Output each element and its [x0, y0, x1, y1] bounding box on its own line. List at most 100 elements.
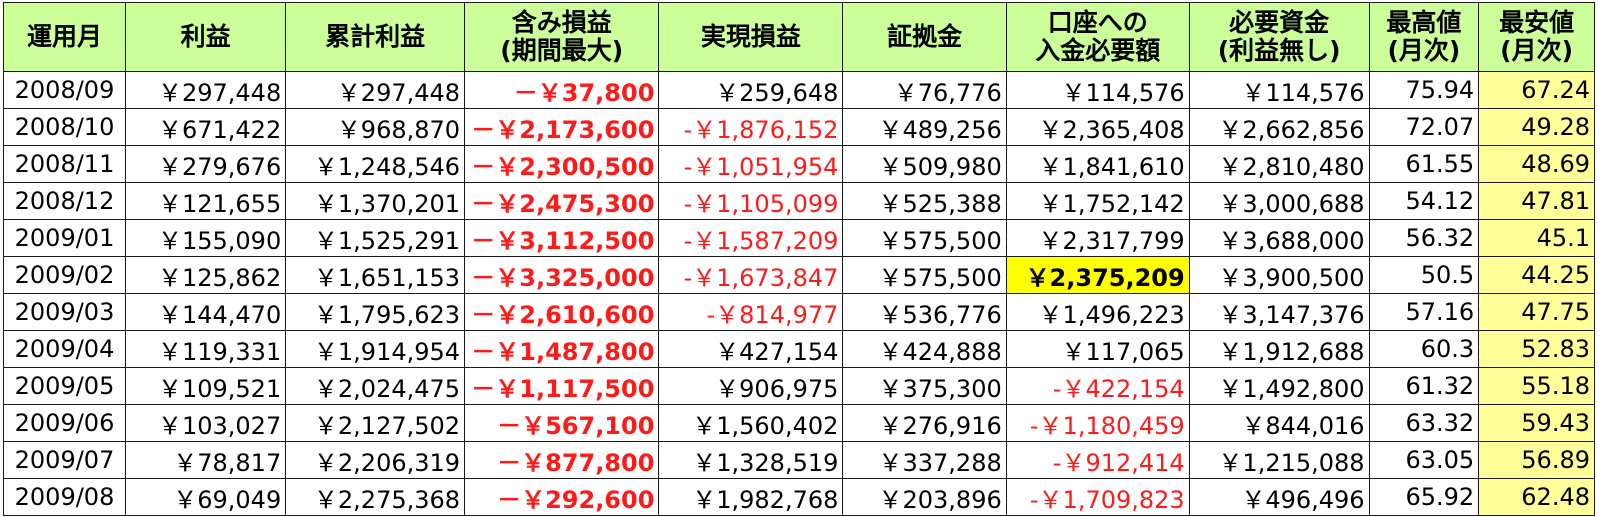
cell-required-deposit: ￥114,576 [1005, 71, 1190, 109]
cell-monthly-high: 50.5 [1368, 256, 1480, 294]
cell-profit: ￥671,422 [124, 108, 287, 146]
cell-unrealized-pl: －￥1,487,800 [464, 330, 660, 368]
cell-margin: ￥424,888 [842, 330, 1007, 368]
cell-profit: ￥125,862 [124, 256, 287, 294]
header-realized-pl: 実現損益 [658, 2, 844, 72]
table-row: 2009/05 ￥109,521 ￥2,024,475 －￥1,117,500 ￥906… [3, 367, 1595, 405]
cell-margin: ￥575,500 [842, 219, 1007, 257]
table-row: 2009/01 ￥155,090 ￥1,525,291 －￥3,112,500 -￥1,… [3, 219, 1595, 257]
cell-monthly-high: 56.32 [1368, 219, 1480, 257]
cell-profit: ￥103,027 [124, 404, 287, 442]
cell-required-funds: ￥1,492,800 [1188, 367, 1370, 405]
cell-month: 2008/11 [3, 145, 126, 183]
cell-cumulative-profit: ￥1,914,954 [285, 330, 466, 368]
cell-unrealized-pl: －￥877,800 [464, 441, 660, 479]
cell-required-funds: ￥1,215,088 [1188, 441, 1370, 479]
table-row: 2009/03 ￥144,470 ￥1,795,623 －￥2,610,600 -￥81… [3, 293, 1595, 331]
cell-required-deposit: ￥117,065 [1005, 330, 1190, 368]
cell-profit: ￥78,817 [124, 441, 287, 479]
cell-required-deposit: ￥2,375,209 [1005, 256, 1190, 294]
cell-monthly-high: 60.3 [1368, 330, 1480, 368]
cell-monthly-low: 56.89 [1478, 441, 1595, 479]
cell-unrealized-pl: －￥567,100 [464, 404, 660, 442]
cell-month: 2009/08 [3, 478, 126, 516]
table-row: 2008/10 ￥671,422 ￥968,870 －￥2,173,600 -￥1,87… [3, 108, 1595, 146]
cell-required-funds: ￥3,900,500 [1188, 256, 1370, 294]
cell-cumulative-profit: ￥1,525,291 [285, 219, 466, 257]
header-margin: 証拠金 [842, 2, 1007, 72]
cell-monthly-high: 63.32 [1368, 404, 1480, 442]
cell-unrealized-pl: －￥3,325,000 [464, 256, 660, 294]
cell-month: 2009/03 [3, 293, 126, 331]
cell-profit: ￥121,655 [124, 182, 287, 220]
cell-profit: ￥119,331 [124, 330, 287, 368]
header-required-funds: 必要資金 (利益無し) [1188, 2, 1370, 72]
cell-unrealized-pl: －￥3,112,500 [464, 219, 660, 257]
cell-margin: ￥509,980 [842, 145, 1007, 183]
cell-monthly-low: 48.69 [1478, 145, 1595, 183]
cell-required-funds: ￥2,810,480 [1188, 145, 1370, 183]
cell-required-deposit: ￥1,841,610 [1005, 145, 1190, 183]
cell-cumulative-profit: ￥2,206,319 [285, 441, 466, 479]
cell-required-funds: ￥844,016 [1188, 404, 1370, 442]
table-row: 2008/12 ￥121,655 ￥1,370,201 －￥2,475,300 -￥1,… [3, 182, 1595, 220]
cell-month: 2008/12 [3, 182, 126, 220]
cell-monthly-high: 75.94 [1368, 71, 1480, 109]
cell-unrealized-pl: －￥292,600 [464, 478, 660, 516]
cell-cumulative-profit: ￥2,127,502 [285, 404, 466, 442]
cell-cumulative-profit: ￥2,275,368 [285, 478, 466, 516]
cell-realized-pl: ￥1,560,402 [658, 404, 844, 442]
cell-unrealized-pl: －￥37,800 [464, 71, 660, 109]
header-month: 運用月 [3, 2, 126, 72]
header-monthly-high: 最高値 (月次) [1368, 2, 1480, 72]
table-row: 2009/06 ￥103,027 ￥2,127,502 －￥567,100 ￥1,560… [3, 404, 1595, 442]
header-required-deposit: 口座への 入金必要額 [1005, 2, 1190, 72]
header-row: 運用月 利益 累計利益 含み損益 (期間最大) 実現損益 証拠金 口座への 入金… [3, 2, 1595, 72]
cell-profit: ￥69,049 [124, 478, 287, 516]
cell-monthly-high: 57.16 [1368, 293, 1480, 331]
cell-required-funds: ￥3,688,000 [1188, 219, 1370, 257]
cell-required-funds: ￥3,000,688 [1188, 182, 1370, 220]
cell-month: 2009/05 [3, 367, 126, 405]
cell-month: 2009/01 [3, 219, 126, 257]
cell-realized-pl: ￥427,154 [658, 330, 844, 368]
cell-profit: ￥279,676 [124, 145, 287, 183]
cell-required-deposit: -￥1,709,823 [1005, 478, 1190, 516]
cell-unrealized-pl: －￥1,117,500 [464, 367, 660, 405]
cell-monthly-low: 47.75 [1478, 293, 1595, 331]
header-unrealized-pl: 含み損益 (期間最大) [464, 2, 660, 72]
cell-monthly-low: 67.24 [1478, 71, 1595, 109]
cell-margin: ￥337,288 [842, 441, 1007, 479]
cell-month: 2009/04 [3, 330, 126, 368]
cell-monthly-low: 47.81 [1478, 182, 1595, 220]
cell-month: 2009/07 [3, 441, 126, 479]
cell-margin: ￥525,388 [842, 182, 1007, 220]
cell-required-deposit: -￥1,180,459 [1005, 404, 1190, 442]
table-row: 2009/07 ￥78,817 ￥2,206,319 －￥877,800 ￥1,328,… [3, 441, 1595, 479]
cell-realized-pl: -￥1,876,152 [658, 108, 844, 146]
cell-unrealized-pl: －￥2,173,600 [464, 108, 660, 146]
table-header: 運用月 利益 累計利益 含み損益 (期間最大) 実現損益 証拠金 口座への 入金… [3, 2, 1595, 72]
table-row: 2009/04 ￥119,331 ￥1,914,954 －￥1,487,800 ￥427… [3, 330, 1595, 368]
cell-realized-pl: ￥259,648 [658, 71, 844, 109]
header-monthly-low: 最安値 (月次) [1478, 2, 1595, 72]
cell-realized-pl: ￥906,975 [658, 367, 844, 405]
cell-month: 2008/09 [3, 71, 126, 109]
cell-realized-pl: ￥1,982,768 [658, 478, 844, 516]
cell-monthly-high: 72.07 [1368, 108, 1480, 146]
cell-required-funds: ￥3,147,376 [1188, 293, 1370, 331]
header-profit: 利益 [124, 2, 287, 72]
cell-monthly-high: 63.05 [1368, 441, 1480, 479]
cell-month: 2009/02 [3, 256, 126, 294]
table-row: 2009/08 ￥69,049 ￥2,275,368 －￥292,600 ￥1,982,… [3, 478, 1595, 516]
cell-monthly-low: 52.83 [1478, 330, 1595, 368]
cell-monthly-low: 55.18 [1478, 367, 1595, 405]
table-row: 2008/11 ￥279,676 ￥1,248,546 －￥2,300,500 -￥1,… [3, 145, 1595, 183]
cell-required-funds: ￥2,662,856 [1188, 108, 1370, 146]
cell-unrealized-pl: －￥2,300,500 [464, 145, 660, 183]
cell-monthly-high: 65.92 [1368, 478, 1480, 516]
cell-monthly-low: 44.25 [1478, 256, 1595, 294]
cell-cumulative-profit: ￥2,024,475 [285, 367, 466, 405]
cell-cumulative-profit: ￥1,248,546 [285, 145, 466, 183]
cell-profit: ￥297,448 [124, 71, 287, 109]
